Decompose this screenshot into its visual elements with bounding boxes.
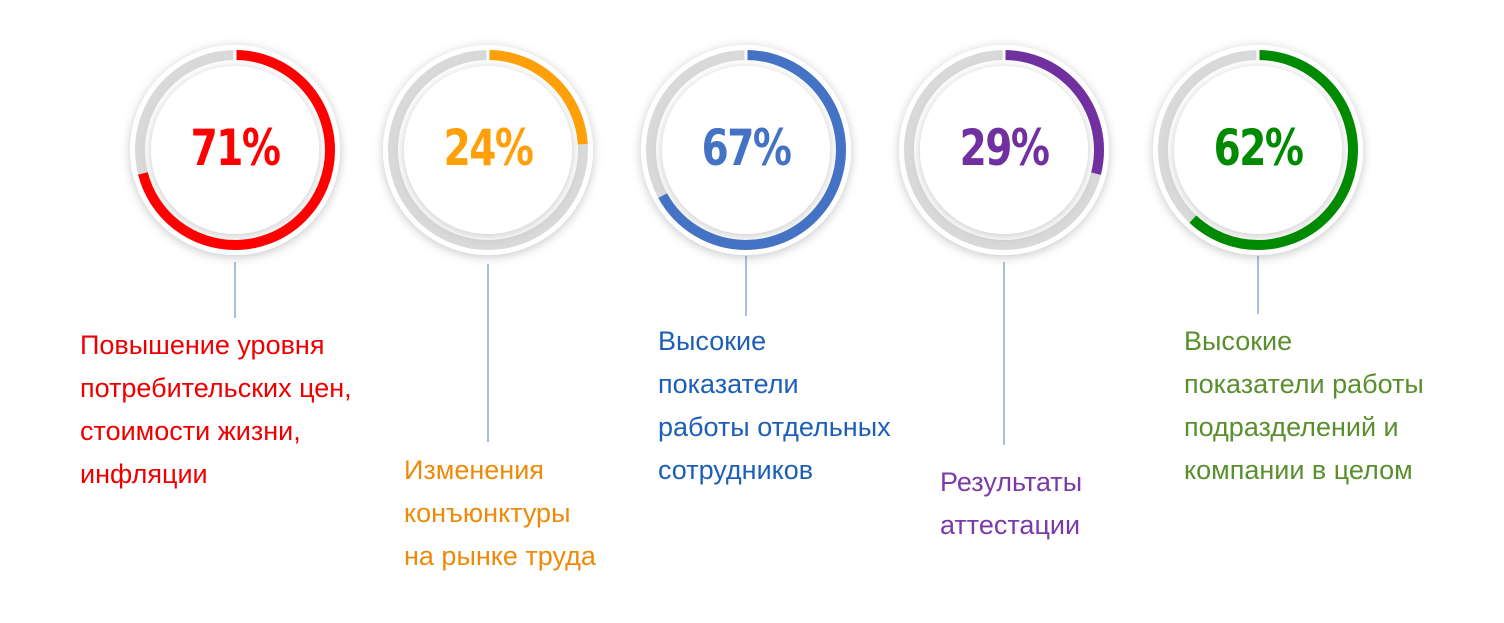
caption-2: Изменения конъюнктуры на рынке труда bbox=[404, 455, 596, 571]
value-label-2: 24% bbox=[443, 119, 534, 177]
ring-inner-2 bbox=[404, 66, 572, 234]
ring-inner-5 bbox=[1174, 66, 1342, 234]
caption-5: Высокие показатели работы подразделений … bbox=[1184, 326, 1424, 485]
ring-inner-4 bbox=[920, 66, 1088, 234]
caption-3: Высокие показатели работы отдельных сотр… bbox=[658, 326, 891, 485]
caption-1: Повышение уровня потребительских цен, ст… bbox=[80, 330, 352, 489]
value-label-1: 71% bbox=[190, 119, 281, 177]
value-label-5: 62% bbox=[1213, 119, 1304, 177]
ring-inner-3 bbox=[662, 66, 830, 234]
ring-inner-1 bbox=[151, 66, 319, 234]
value-label-4: 29% bbox=[959, 119, 1050, 177]
value-label-3: 67% bbox=[701, 119, 792, 177]
caption-4: Результаты аттестации bbox=[940, 467, 1083, 540]
